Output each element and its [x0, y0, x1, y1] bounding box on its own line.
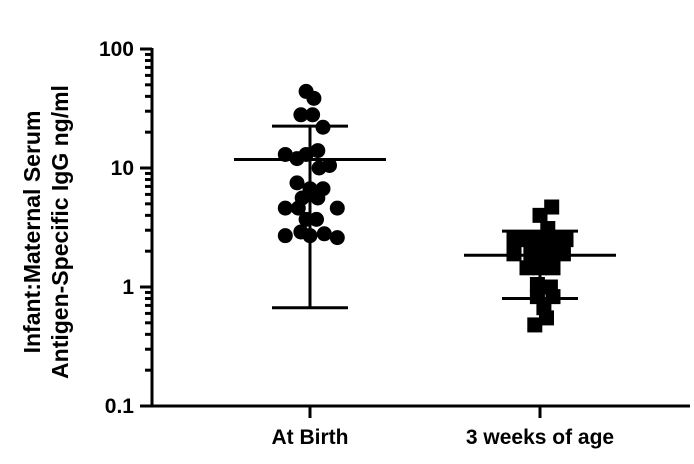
y-tick-label: 0.1 [105, 395, 135, 418]
y-tick-label: 100 [99, 38, 134, 61]
data-point [539, 310, 554, 326]
data-point [532, 260, 548, 276]
data-point [544, 199, 560, 215]
y-axis-title: Infant:Maternal Serum Antigen-Specific I… [19, 85, 73, 379]
data-point [298, 211, 314, 227]
data-point [277, 146, 293, 162]
data-point [527, 317, 543, 333]
data-point [316, 226, 332, 242]
data-point [289, 151, 305, 167]
data-point [329, 200, 345, 216]
data-point [329, 230, 345, 246]
data-point [506, 232, 522, 248]
axes [150, 48, 690, 408]
x-ticks: At Birth 3 weeks of age [272, 406, 614, 449]
data-point [302, 228, 318, 244]
data-point [519, 260, 535, 276]
data-point [545, 260, 561, 276]
y-tick-label: 10 [111, 157, 134, 180]
data-point [532, 232, 548, 248]
data-points [277, 83, 574, 333]
data-point [532, 207, 548, 223]
y-axis-title-line-1: Infant:Maternal Serum [19, 111, 45, 354]
data-point [506, 246, 522, 262]
data-point [315, 119, 331, 135]
y-tick-label: 1 [122, 276, 134, 299]
data-point [558, 232, 574, 248]
data-point [306, 90, 322, 106]
data-point [311, 160, 327, 176]
data-point [310, 190, 326, 206]
data-point [309, 211, 324, 227]
x-tick-label: At Birth [272, 426, 349, 449]
data-point [293, 107, 309, 123]
x-tick-label: 3 weeks of age [466, 426, 614, 449]
data-point [519, 232, 535, 248]
data-point [542, 246, 558, 262]
data-point [545, 232, 561, 248]
data-point [290, 200, 306, 216]
data-point [289, 175, 305, 191]
data-point [310, 143, 326, 159]
data-point [305, 107, 321, 123]
data-point [555, 246, 571, 262]
data-point [277, 200, 293, 216]
y-axis-title-line-2: Antigen-Specific IgG ng/ml [47, 85, 73, 379]
data-point [277, 228, 293, 244]
data-point [529, 276, 545, 292]
y-ticks: 0.1 1 10 100 [99, 38, 152, 418]
